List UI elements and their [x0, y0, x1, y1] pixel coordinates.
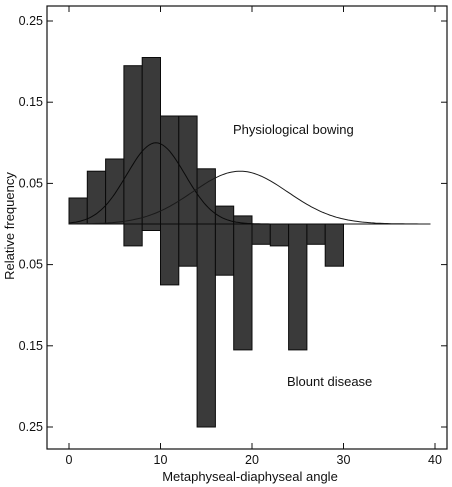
y-tick-label: 0.25: [19, 420, 43, 434]
x-tick-label: 40: [428, 453, 442, 467]
physiological-bowing-bar: [86, 170, 107, 225]
y-tick-label: 0.05: [19, 258, 43, 272]
plot-frame: [46, 5, 448, 450]
x-axis-title: Metaphyseal-diaphyseal angle: [162, 469, 338, 484]
blount-disease-bar: [233, 223, 253, 351]
physiological-bowing-bar: [105, 158, 125, 225]
physiological-bowing-bar: [160, 115, 180, 225]
x-tick-label: 10: [154, 453, 168, 467]
x-tick-label: 20: [245, 453, 259, 467]
physiological-bowing-bar: [123, 65, 143, 225]
blount-disease-bar: [251, 223, 271, 245]
blount-disease-bar: [178, 223, 198, 267]
y-tick-label: 0.15: [19, 95, 43, 109]
blount-disease-curve: [69, 170, 431, 225]
blount-disease-bar: [306, 223, 326, 245]
y-axis-ticks: 0.25 0.15 0.05 0.05 0.15 0.25: [19, 14, 447, 434]
physiological-bowing-bar: [141, 57, 161, 225]
blount-disease-bar: [123, 223, 143, 247]
y-tick-label: 0.15: [19, 339, 43, 353]
physiological-bowing-bar: [178, 115, 198, 225]
y-tick-label: 0.05: [19, 176, 43, 190]
y-axis-title: Relative frequency: [2, 172, 17, 280]
blount-disease-bar: [324, 223, 345, 267]
distribution-curves: [68, 142, 431, 225]
blount-disease-bar: [269, 223, 290, 247]
blount-disease-bars: [123, 223, 345, 428]
x-axis-ticks: 0 10 20 30 40: [66, 6, 442, 467]
x-tick-label: 30: [337, 453, 351, 467]
annotation-physiological-bowing: Physiological bowing: [233, 122, 354, 137]
physiological-bowing-curve: [68, 142, 431, 225]
blount-disease-bar: [141, 223, 161, 231]
blount-disease-bar: [214, 223, 235, 276]
physiological-bowing-bar: [196, 168, 216, 225]
blount-disease-bar: [288, 223, 308, 351]
blount-disease-bar: [196, 223, 216, 428]
y-tick-label: 0.25: [19, 14, 43, 28]
x-tick-label: 0: [66, 453, 73, 467]
blount-disease-bar: [160, 223, 180, 286]
physiological-bowing-bars: [68, 57, 253, 225]
annotation-blount-disease: Blount disease: [287, 374, 372, 389]
